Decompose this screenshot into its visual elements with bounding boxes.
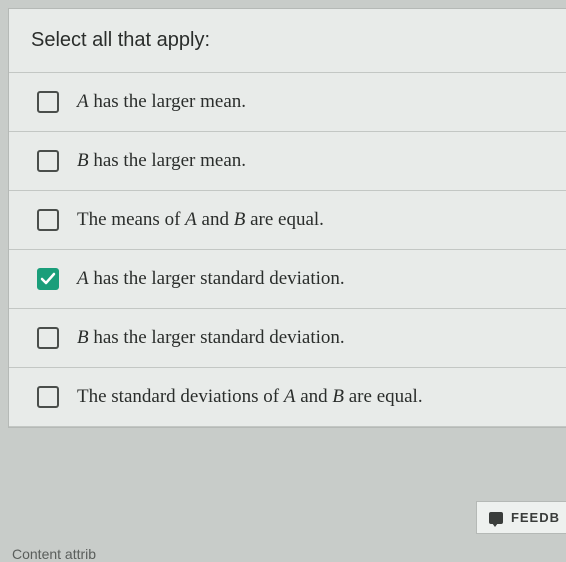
option-row[interactable]: A has the larger standard deviation. (9, 250, 566, 309)
feedback-button[interactable]: FEEDB (476, 501, 566, 534)
option-row[interactable]: The standard deviations of A and B are e… (9, 368, 566, 427)
checkbox[interactable] (37, 327, 59, 349)
chat-icon (489, 512, 503, 524)
footer-attribution: Content attrib (12, 546, 96, 562)
question-panel: Select all that apply: A has the larger … (8, 8, 566, 428)
question-prompt: Select all that apply: (9, 9, 566, 73)
checkbox[interactable] (37, 209, 59, 231)
feedback-label: FEEDB (511, 510, 560, 525)
option-row[interactable]: B has the larger mean. (9, 132, 566, 191)
checkbox[interactable] (37, 91, 59, 113)
checkbox[interactable] (37, 150, 59, 172)
option-row[interactable]: The means of A and B are equal. (9, 191, 566, 250)
option-label: The means of A and B are equal. (77, 209, 324, 231)
options-list: A has the larger mean. B has the larger m… (9, 73, 566, 427)
checkbox[interactable] (37, 268, 59, 290)
option-label: A has the larger standard deviation. (77, 268, 345, 290)
option-label: The standard deviations of A and B are e… (77, 386, 423, 408)
option-row[interactable]: B has the larger standard deviation. (9, 309, 566, 368)
option-label: A has the larger mean. (77, 91, 246, 113)
checkbox[interactable] (37, 386, 59, 408)
option-label: B has the larger standard deviation. (77, 327, 345, 349)
option-label: B has the larger mean. (77, 150, 246, 172)
option-row[interactable]: A has the larger mean. (9, 73, 566, 132)
